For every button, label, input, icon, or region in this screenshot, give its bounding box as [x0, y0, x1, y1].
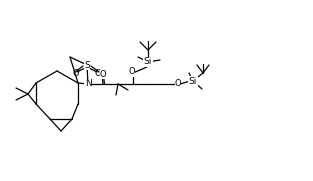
Text: S: S [84, 60, 90, 70]
Text: O: O [129, 68, 135, 77]
Text: O: O [100, 70, 106, 79]
Text: O: O [73, 68, 79, 77]
Text: O: O [175, 79, 181, 89]
Text: Si: Si [189, 77, 197, 85]
Text: Si: Si [144, 58, 152, 66]
Text: N: N [85, 79, 91, 89]
Text: O: O [95, 68, 101, 77]
